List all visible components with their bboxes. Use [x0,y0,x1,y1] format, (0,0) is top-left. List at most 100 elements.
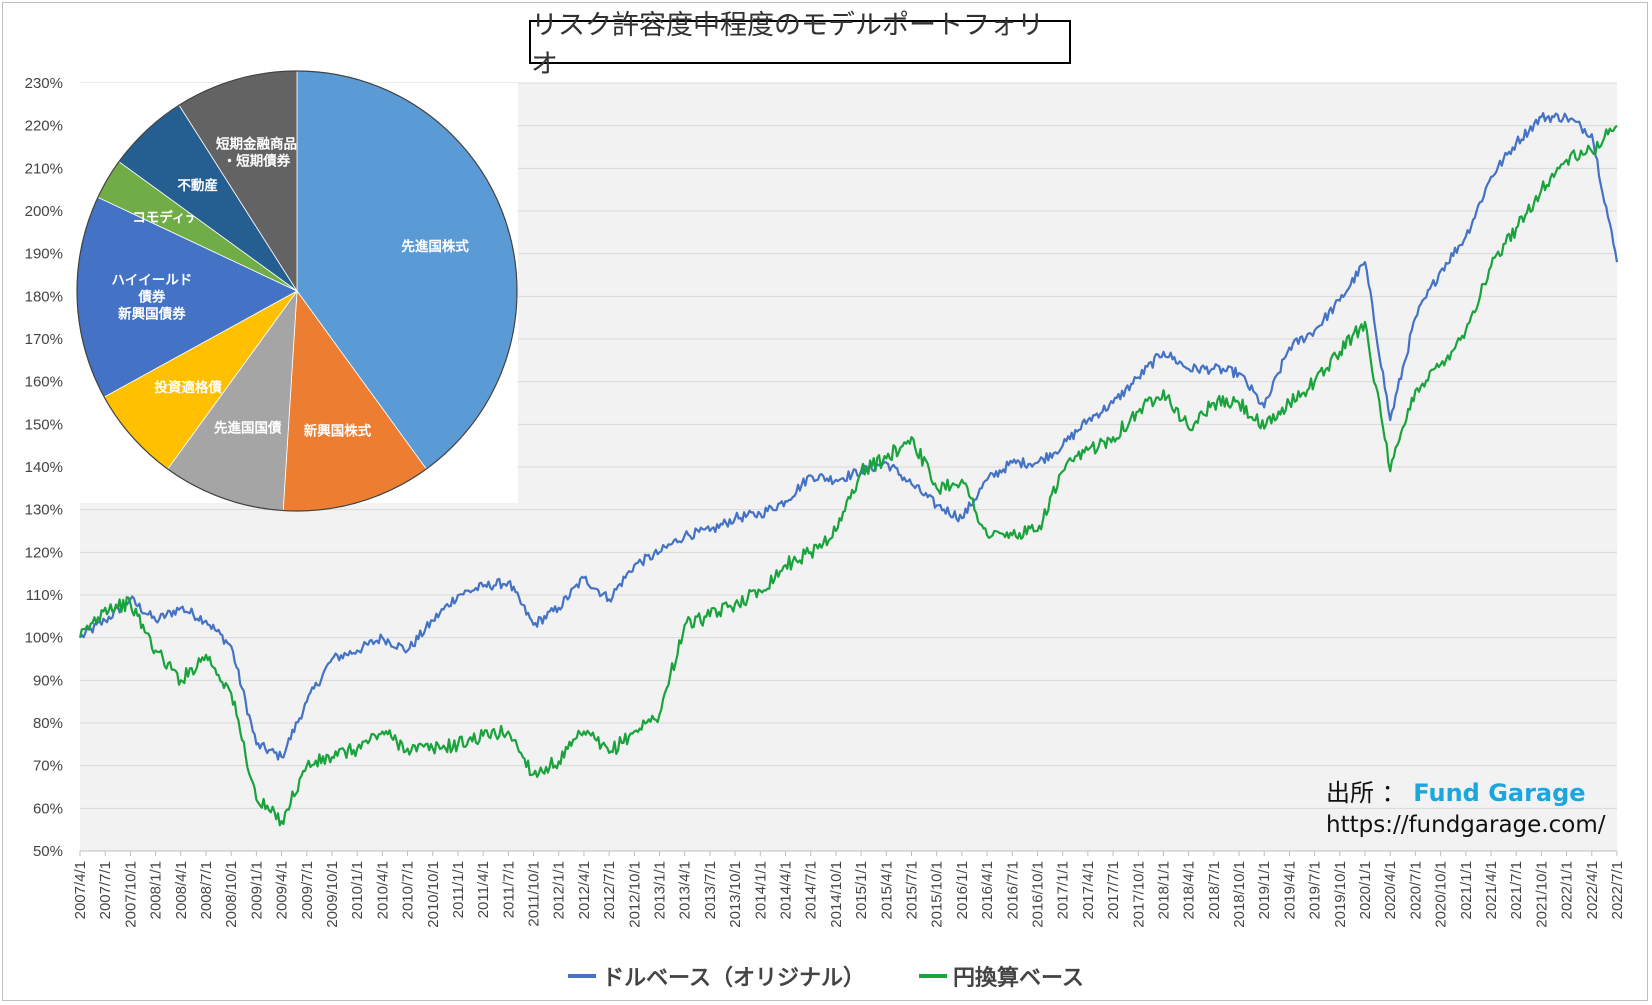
x-tick-label: 2021/1/1 [1458,861,1475,919]
y-axis-ticks: 50% 60% 70% 80% 90% 100% 110% 120% 130% 140% 150% 1… [25,75,63,860]
x-tick-label: 2012/4/1 [576,861,593,919]
x-tick-label: 2011/10/1 [526,861,543,927]
y-tick-label: 70% [33,758,63,775]
x-tick-label: 2020/10/1 [1433,861,1450,928]
x-tick-label: 2007/4/1 [72,861,89,919]
x-tick-label: 2014/1/1 [752,861,769,919]
x-tick-label: 2013/4/1 [677,861,694,919]
x-tick-label: 2009/10/1 [324,861,341,928]
y-tick-label: 50% [33,843,63,860]
y-tick-label: 60% [33,800,63,817]
legend: ドルベース（オリジナル） 円換算ベース [0,960,1652,992]
pie-label-2: 先進国国債 [214,420,282,437]
y-tick-label: 110% [26,587,63,604]
x-tick-label: 2014/10/1 [828,861,845,928]
x-tick-label: 2007/7/1 [97,861,114,919]
x-tick-label: 2021/7/1 [1508,861,1525,919]
x-tick-label: 2015/1/1 [853,861,870,919]
y-tick-label: 80% [33,715,63,732]
x-tick-label: 2022/4/1 [1584,861,1601,919]
y-tick-label: 180% [25,288,63,305]
source-url: https://fundgarage.com/ [1326,812,1606,838]
y-tick-label: 210% [25,160,63,177]
x-tick-label: 2013/1/1 [652,861,669,919]
legend-item-yen: 円換算ベース [919,960,1084,992]
y-tick-label: 170% [25,331,63,348]
x-tick-label: 2011/4/1 [475,861,492,918]
source-brand: Fund Garage [1413,779,1586,807]
x-tick-label: 2022/1/1 [1559,861,1576,919]
x-tick-label: 2018/1/1 [1155,861,1172,919]
x-tick-label: 2007/10/1 [122,861,139,928]
pie-label-4: ハイイールド債券新興国債券 [112,273,193,323]
x-tick-label: 2011/1/1 [450,861,467,918]
x-tick-label: 2008/7/1 [198,861,215,919]
y-tick-label: 190% [25,246,63,263]
y-tick-label: 220% [25,118,63,135]
legend-item-dollar: ドルベース（オリジナル） [568,960,865,992]
x-tick-label: 2008/1/1 [148,861,165,919]
x-tick-label: 2012/7/1 [601,861,618,919]
x-tick-label: 2009/7/1 [299,861,316,919]
series-line-0 [79,112,1619,761]
x-tick-label: 2011/7/1 [500,861,517,918]
x-tick-label: 2010/4/1 [374,861,391,919]
pie-chart: 先進国株式新興国株式先進国国債投資適格債ハイイールド債券新興国債券コモディティ不… [76,70,518,512]
x-tick-label: 2016/1/1 [954,861,971,919]
x-tick-label: 2022/7/1 [1609,861,1626,919]
x-tick-label: 2012/1/1 [551,861,568,919]
source-row: 出所 ： Fund Garage [1326,773,1605,808]
x-tick-label: 2008/10/1 [223,861,240,928]
x-tick-label: 2020/1/1 [1357,861,1374,919]
x-tick-label: 2018/7/1 [1206,861,1223,919]
x-tick-label: 2021/10/1 [1533,861,1550,928]
x-tick-label: 2009/1/1 [248,861,265,919]
x-tick-label: 2013/7/1 [702,861,719,919]
x-tick-label: 2015/4/1 [878,861,895,919]
y-tick-label: 100% [25,630,63,647]
x-tick-label: 2014/7/1 [803,861,820,919]
series-lines [78,112,1619,827]
y-tick-label: 90% [33,672,63,689]
legend-swatch-dollar [568,974,597,978]
x-tick-label: 2017/4/1 [1080,861,1097,919]
x-tick-label: 2016/4/1 [979,861,996,919]
x-tick-label: 2016/10/1 [1029,861,1046,928]
x-tick-label: 2020/7/1 [1407,861,1424,919]
x-tick-label: 2017/7/1 [1105,861,1122,919]
x-tick-label: 2009/4/1 [274,861,291,919]
x-tick-label: 2012/10/1 [626,861,643,928]
x-tick-label: 2021/4/1 [1483,861,1500,919]
x-tick-label: 2010/1/1 [349,861,366,919]
x-tick-label: 2018/10/1 [1231,861,1248,928]
y-tick-label: 120% [25,544,63,561]
x-tick-label: 2015/10/1 [929,861,946,928]
pie-label-1: 新興国株式 [304,422,372,439]
x-tick-label: 2020/4/1 [1382,861,1399,919]
x-tick-label: 2017/1/1 [1055,861,1072,919]
source-credit: 出所 ： Fund Garage https://fundgarage.com/ [1326,773,1605,838]
legend-swatch-yen [919,974,947,978]
pie-label-7: 短期金融商品・短期債券 [216,136,297,170]
source-label: 出所 ： [1326,779,1406,807]
y-tick-label: 160% [25,374,63,391]
x-tick-label: 2018/4/1 [1181,861,1198,919]
x-axis-ticks: 2007/4/1 2007/7/1 2007/10/1 2008/1/1 2008/4/… [72,851,1626,928]
x-tick-label: 2019/7/1 [1307,861,1324,919]
y-tick-label: 130% [25,502,63,519]
chart-title: リスク許容度中程度のモデルポートフォリオ [529,10,1071,80]
x-tick-label: 2019/4/1 [1281,861,1298,919]
pie-label-3: 投資適格債 [154,379,222,396]
x-tick-label: 2017/10/1 [1130,861,1147,928]
y-tick-label: 140% [25,459,63,476]
x-tick-label: 2019/10/1 [1332,861,1349,928]
y-tick-label: 200% [25,203,63,220]
legend-label-yen: 円換算ベース [953,966,1084,991]
pie-label-6: 不動産 [177,177,218,194]
y-tick-label: 150% [25,416,63,433]
x-tick-label: 2016/7/1 [1004,861,1021,919]
x-tick-label: 2014/4/1 [778,861,795,919]
x-tick-label: 2019/1/1 [1256,861,1273,919]
x-tick-label: 2010/7/1 [400,861,417,919]
